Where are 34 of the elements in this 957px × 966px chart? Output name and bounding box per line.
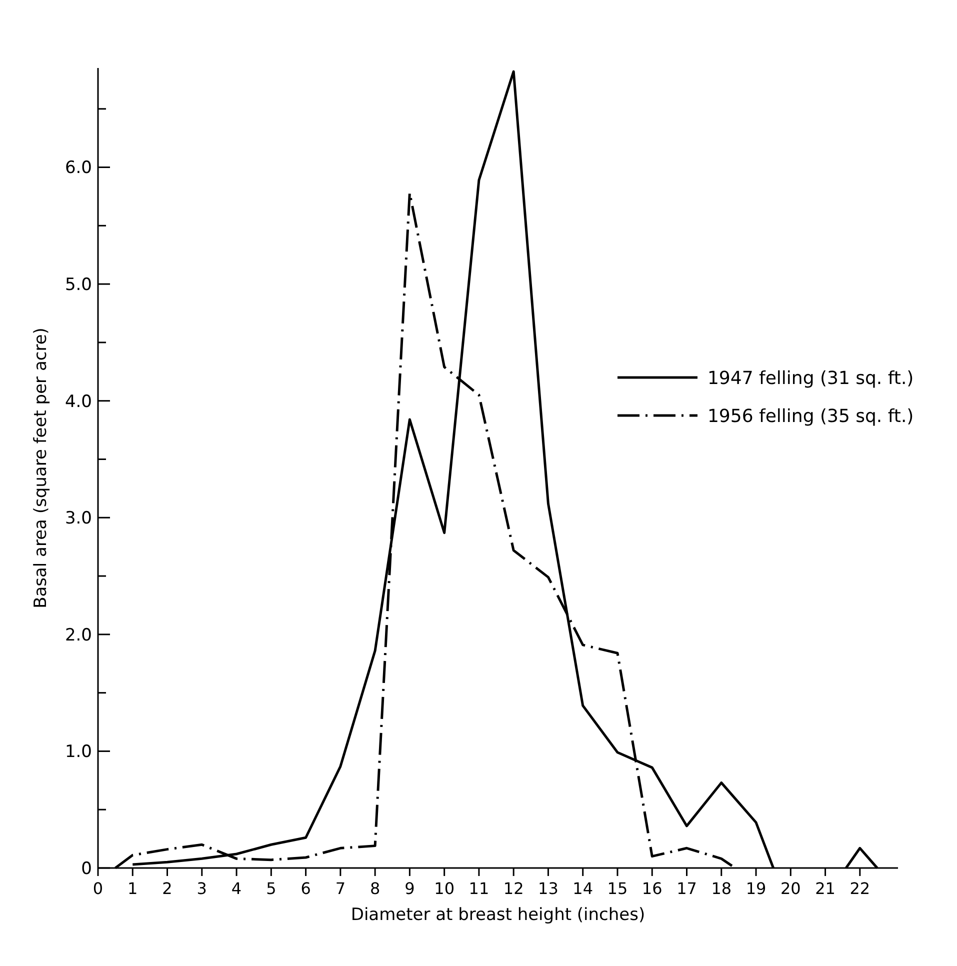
y-tick-label: 1.0 [64,742,92,762]
x-tick-label: 3 [196,879,207,898]
x-tick-label: 7 [335,879,346,898]
y-tick-label: 2.0 [64,625,92,646]
y-tick-label: 0 [81,858,92,879]
x-tick-label: 4 [231,879,242,898]
x-tick-label: 20 [780,879,801,898]
x-tick-label: 16 [642,879,662,898]
x-tick-label: 10 [434,879,454,898]
x-tick-label: 2 [162,879,172,898]
y-axis-title: Basal area (square feet per acre) [31,328,51,608]
x-tick-label: 0 [92,879,104,898]
x-tick-label: 22 [850,879,870,898]
x-tick-label: 21 [815,879,836,898]
x-tick-label: 15 [607,879,628,898]
x-tick-label: 8 [370,879,380,898]
y-tick-label: 6.0 [64,158,92,178]
x-tick-label: 12 [503,879,524,898]
x-tick-label: 19 [746,879,766,898]
x-tick-label: 11 [468,879,490,898]
x-tick-label: 9 [404,879,415,898]
x-tick-label: 5 [266,879,276,898]
x-axis-title: Diameter at breast height (inches) [350,905,646,925]
legend-label: 1947 felling (31 sq. ft.) [707,368,914,389]
x-tick-label: 18 [711,879,732,898]
y-tick-label: 4.0 [64,392,92,412]
x-tick-label: 14 [572,879,594,898]
x-tick-label: 17 [676,879,697,898]
x-tick-label: 6 [300,879,311,898]
x-tick-label: 13 [538,879,558,898]
y-tick-label: 3.0 [64,508,92,529]
y-tick-label: 5.0 [64,275,92,296]
x-tick-label: 1 [128,879,138,898]
legend-label: 1956 felling (35 sq. ft.) [707,406,914,427]
